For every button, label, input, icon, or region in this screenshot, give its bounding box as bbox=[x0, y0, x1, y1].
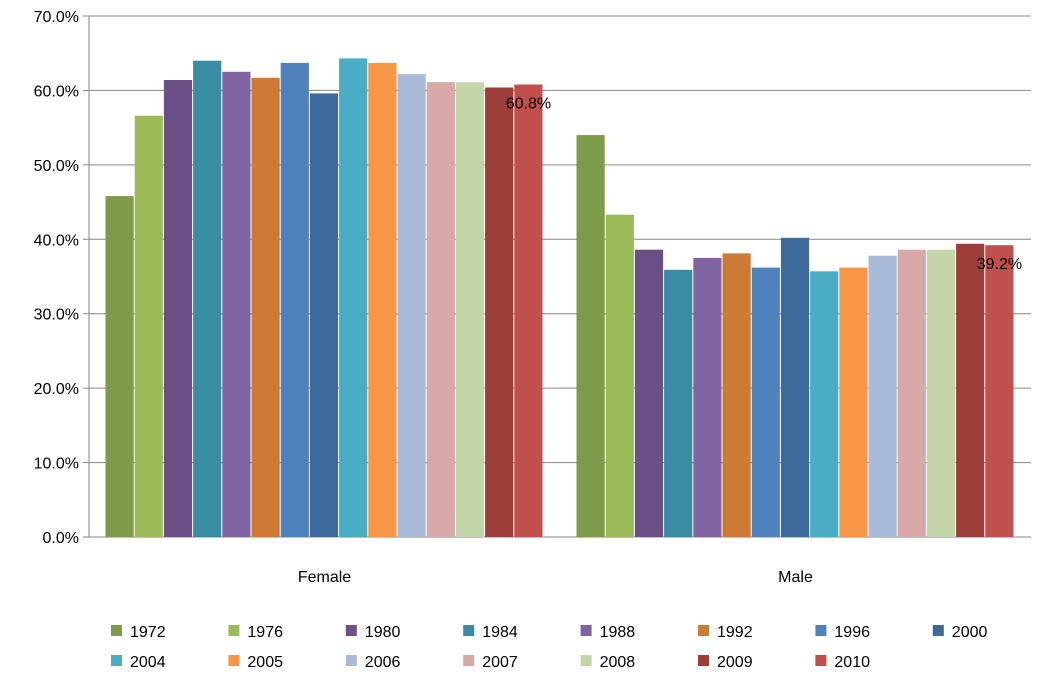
bar-1984-male bbox=[664, 269, 693, 537]
y-tick-label: 30.0% bbox=[34, 307, 79, 324]
legend-swatch bbox=[463, 625, 475, 636]
legend-swatch bbox=[228, 625, 240, 636]
bar-2000-female bbox=[309, 93, 339, 538]
legend-item-1976: 1976 bbox=[228, 624, 283, 641]
legend-label: 2010 bbox=[834, 654, 870, 671]
legend-item-1992: 1992 bbox=[698, 624, 753, 641]
legend-label: 1976 bbox=[247, 624, 283, 641]
bar-2008-male bbox=[926, 249, 956, 537]
data-label: 60.8% bbox=[506, 96, 551, 113]
bar-2007-female bbox=[426, 82, 455, 537]
data-labels: 60.8% 39.2% bbox=[506, 96, 1022, 274]
legend-item-2004: 2004 bbox=[111, 654, 166, 671]
bar-2005-female bbox=[368, 62, 397, 538]
bar-2000-male bbox=[780, 237, 810, 538]
legend-label: 2009 bbox=[717, 654, 753, 671]
legend-swatch bbox=[698, 655, 709, 666]
bar-2006-male bbox=[868, 255, 897, 537]
y-tick-label: 60.0% bbox=[34, 83, 79, 100]
legend-item-2008: 2008 bbox=[580, 654, 636, 671]
bar-1972-male bbox=[576, 135, 605, 537]
y-tick-label: 0.0% bbox=[43, 530, 79, 547]
bar-1976-male bbox=[605, 214, 634, 537]
legend-swatch bbox=[815, 625, 827, 636]
legend-item-2007: 2007 bbox=[463, 654, 518, 671]
legend-label: 1992 bbox=[717, 624, 753, 641]
legend-label: 1988 bbox=[600, 624, 636, 641]
bar-2006-female bbox=[397, 74, 426, 537]
legend-swatch bbox=[698, 625, 709, 636]
bar-2008-female bbox=[455, 82, 485, 537]
bar-2009-female bbox=[485, 87, 514, 537]
legend-swatch bbox=[815, 655, 827, 666]
legend-swatch bbox=[345, 655, 357, 666]
bar-2004-male bbox=[810, 271, 839, 537]
bar-1976-female bbox=[134, 115, 163, 537]
legend-swatch bbox=[580, 655, 592, 666]
y-tick-label: 20.0% bbox=[34, 381, 79, 398]
bar-1996-female bbox=[280, 62, 309, 538]
bars bbox=[105, 58, 1014, 538]
legend-label: 1972 bbox=[130, 624, 166, 641]
bar-2007-male bbox=[897, 249, 926, 537]
legend-swatch bbox=[580, 625, 592, 636]
y-tick-label: 50.0% bbox=[34, 158, 79, 175]
legend-label: 2004 bbox=[130, 654, 166, 671]
legend-swatch bbox=[932, 625, 944, 636]
bar-1988-female bbox=[222, 71, 251, 538]
legend-item-2005: 2005 bbox=[228, 654, 283, 671]
legend-item-2000: 2000 bbox=[932, 624, 988, 641]
legend-swatch bbox=[463, 655, 475, 666]
y-tick-label: 70.0% bbox=[34, 9, 79, 26]
bar-1992-female bbox=[251, 77, 280, 538]
legend-item-2006: 2006 bbox=[345, 654, 401, 671]
legend-label: 2000 bbox=[952, 624, 988, 641]
bar-1980-male bbox=[634, 249, 664, 537]
legend-item-2010: 2010 bbox=[815, 654, 870, 671]
legend-item-1988: 1988 bbox=[580, 624, 636, 641]
legend-swatch bbox=[345, 625, 357, 636]
y-tick-label: 10.0% bbox=[34, 456, 79, 473]
bar-1992-male bbox=[722, 253, 751, 537]
bar-2009-male bbox=[956, 243, 985, 538]
bar-2005-male bbox=[839, 267, 868, 537]
legend-label: 1996 bbox=[834, 624, 870, 641]
legend-label: 2008 bbox=[600, 654, 636, 671]
bar-1972-female bbox=[105, 196, 134, 537]
bar-1984-female bbox=[193, 60, 222, 537]
legend-label: 1984 bbox=[482, 624, 518, 641]
legend-label: 2006 bbox=[365, 654, 401, 671]
x-axis-labels: Female Male bbox=[298, 569, 813, 586]
legend-label: 2007 bbox=[482, 654, 518, 671]
legend: 1972 1976 1980 1984 1988 1992 1996 2000 2004 2005… bbox=[111, 624, 987, 671]
x-tick-label: Female bbox=[298, 569, 351, 586]
bar-2010-female bbox=[514, 84, 543, 537]
legend-label: 1980 bbox=[365, 624, 401, 641]
legend-item-1984: 1984 bbox=[463, 624, 518, 641]
legend-swatch bbox=[111, 625, 122, 636]
legend-item-1996: 1996 bbox=[815, 624, 870, 641]
bar-2010-male bbox=[985, 245, 1014, 537]
legend-swatch bbox=[228, 655, 240, 666]
legend-swatch bbox=[111, 655, 122, 666]
bar-1980-female bbox=[163, 80, 193, 537]
legend-item-1980: 1980 bbox=[345, 624, 401, 641]
bar-1996-male bbox=[751, 267, 780, 537]
legend-item-2009: 2009 bbox=[698, 654, 753, 671]
x-tick-label: Male bbox=[778, 569, 813, 586]
legend-item-1972: 1972 bbox=[111, 624, 166, 641]
legend-label: 2005 bbox=[247, 654, 283, 671]
data-label: 39.2% bbox=[977, 256, 1022, 273]
y-tick-label: 40.0% bbox=[34, 232, 79, 249]
bar-1988-male bbox=[693, 257, 722, 537]
bar-2004-female bbox=[339, 58, 368, 538]
